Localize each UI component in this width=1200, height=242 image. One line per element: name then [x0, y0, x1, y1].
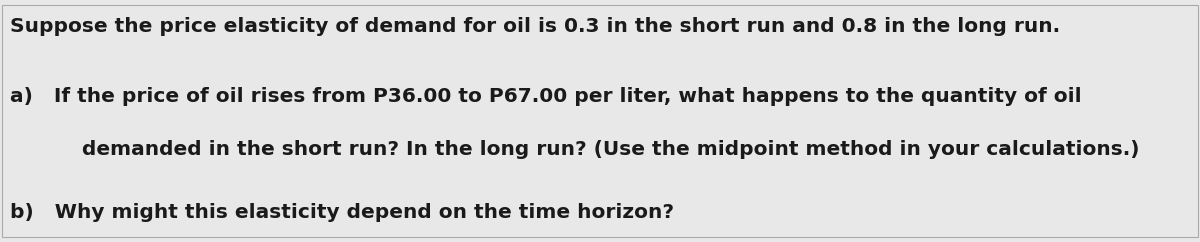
Text: b)   Why might this elasticity depend on the time horizon?: b) Why might this elasticity depend on t… — [10, 203, 673, 222]
Text: Suppose the price elasticity of demand for oil is 0.3 in the short run and 0.8 i: Suppose the price elasticity of demand f… — [10, 17, 1060, 36]
Text: demanded in the short run? In the long run? (Use the midpoint method in your cal: demanded in the short run? In the long r… — [82, 140, 1139, 159]
Text: a)   If the price of oil rises from P36.00 to P67.00 per liter, what happens to : a) If the price of oil rises from P36.00… — [10, 87, 1081, 106]
